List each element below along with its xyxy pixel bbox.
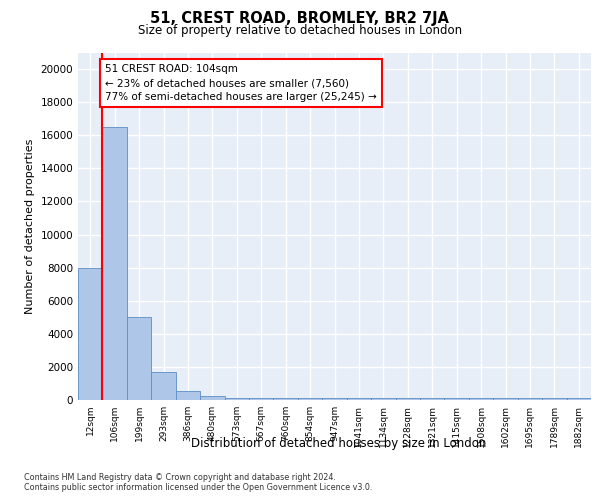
Bar: [274, 398, 298, 400]
Bar: [200, 396, 224, 400]
Text: Size of property relative to detached houses in London: Size of property relative to detached ho…: [138, 24, 462, 37]
Bar: [420, 398, 445, 400]
Text: Contains HM Land Registry data © Crown copyright and database right 2024.: Contains HM Land Registry data © Crown c…: [24, 472, 336, 482]
Bar: [493, 398, 518, 400]
Text: 51, CREST ROAD, BROMLEY, BR2 7JA: 51, CREST ROAD, BROMLEY, BR2 7JA: [151, 11, 449, 26]
Bar: [322, 398, 347, 400]
Text: 51 CREST ROAD: 104sqm
← 23% of detached houses are smaller (7,560)
77% of semi-d: 51 CREST ROAD: 104sqm ← 23% of detached …: [105, 64, 377, 102]
Y-axis label: Number of detached properties: Number of detached properties: [25, 138, 35, 314]
Bar: [542, 398, 566, 400]
Bar: [518, 398, 542, 400]
Bar: [103, 127, 127, 400]
Bar: [176, 391, 200, 400]
Bar: [347, 398, 371, 400]
Text: Distribution of detached houses by size in London: Distribution of detached houses by size …: [191, 438, 487, 450]
Bar: [566, 398, 591, 400]
Bar: [371, 398, 395, 400]
Bar: [469, 398, 493, 400]
Bar: [445, 398, 469, 400]
Bar: [395, 398, 420, 400]
Bar: [151, 372, 176, 400]
Bar: [127, 318, 151, 400]
Bar: [298, 398, 322, 400]
Bar: [249, 398, 274, 400]
Text: Contains public sector information licensed under the Open Government Licence v3: Contains public sector information licen…: [24, 484, 373, 492]
Bar: [224, 398, 249, 400]
Bar: [78, 268, 103, 400]
